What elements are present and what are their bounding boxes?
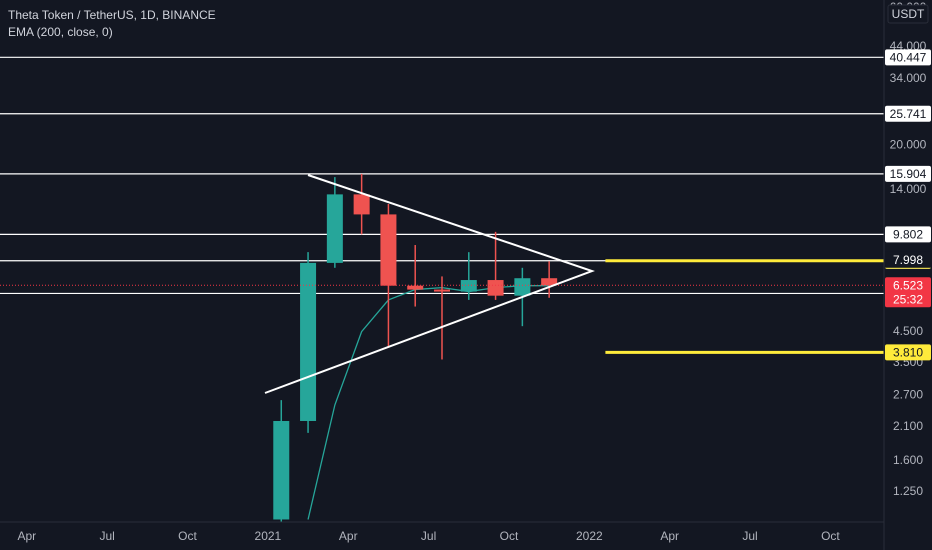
triangle-drawing bbox=[264, 174, 595, 394]
candle-body bbox=[541, 278, 558, 286]
candle-body bbox=[434, 289, 450, 292]
chart-title: Theta Token / TetherUS, 1D, BINANCE bbox=[8, 8, 216, 22]
currency: USDT bbox=[892, 7, 925, 21]
price-label: 7.998 bbox=[893, 253, 923, 267]
x-tick-label: Jul bbox=[742, 529, 757, 543]
countdown-label: 25:32 bbox=[893, 292, 923, 306]
x-tick-label: Apr bbox=[660, 529, 679, 543]
candle-body bbox=[514, 278, 531, 296]
level-label-box bbox=[885, 105, 931, 122]
candle-body bbox=[487, 280, 504, 296]
x-tick-label: 2021 bbox=[255, 529, 282, 543]
level-label: 15.904 bbox=[890, 167, 927, 181]
y-tick-label: 4.500 bbox=[893, 324, 923, 338]
x-tick-label: Apr bbox=[17, 529, 36, 543]
plot-area bbox=[0, 56, 884, 522]
candle-body bbox=[326, 194, 343, 263]
x-tick-label: 2022 bbox=[576, 529, 603, 543]
candle-body bbox=[300, 262, 317, 421]
candle-body bbox=[353, 194, 370, 215]
indicator-name: EMA (200, close, 0) bbox=[8, 25, 113, 39]
level-label: 40.447 bbox=[890, 50, 927, 64]
candle-body bbox=[380, 214, 397, 286]
last-price-label: 6.523 bbox=[893, 278, 923, 292]
x-tick-label: Apr bbox=[339, 529, 358, 543]
level-label-box bbox=[885, 49, 931, 66]
candle-body bbox=[407, 285, 424, 290]
y-tick-label: 1.600 bbox=[893, 453, 923, 467]
ema-line bbox=[307, 285, 550, 520]
x-tick-label: Oct bbox=[500, 529, 519, 543]
level-label-box bbox=[885, 344, 931, 361]
price-label-box bbox=[885, 251, 931, 268]
x-tick-label: Jul bbox=[99, 529, 114, 543]
y-tick-label: 34.000 bbox=[890, 71, 927, 85]
y-tick-label: 20.000 bbox=[890, 137, 927, 151]
level-label: 25.741 bbox=[890, 107, 927, 121]
level-label: 9.802 bbox=[893, 228, 923, 242]
candle-body bbox=[273, 420, 290, 520]
y-tick-label: 1.250 bbox=[893, 484, 923, 498]
y-tick-label: 2.700 bbox=[893, 388, 923, 402]
currency-badge bbox=[887, 4, 929, 24]
last-price-box bbox=[885, 277, 931, 308]
level-label-box bbox=[885, 165, 931, 182]
y-tick-label: 14.000 bbox=[890, 182, 927, 196]
x-tick-label: Oct bbox=[178, 529, 197, 543]
x-tick-label: Oct bbox=[821, 529, 840, 543]
level-label: 3.810 bbox=[893, 346, 923, 360]
x-tick-label: Jul bbox=[421, 529, 436, 543]
candle-body bbox=[460, 280, 477, 292]
y-tick-label: 2.100 bbox=[893, 419, 923, 433]
level-label-box bbox=[885, 226, 931, 243]
